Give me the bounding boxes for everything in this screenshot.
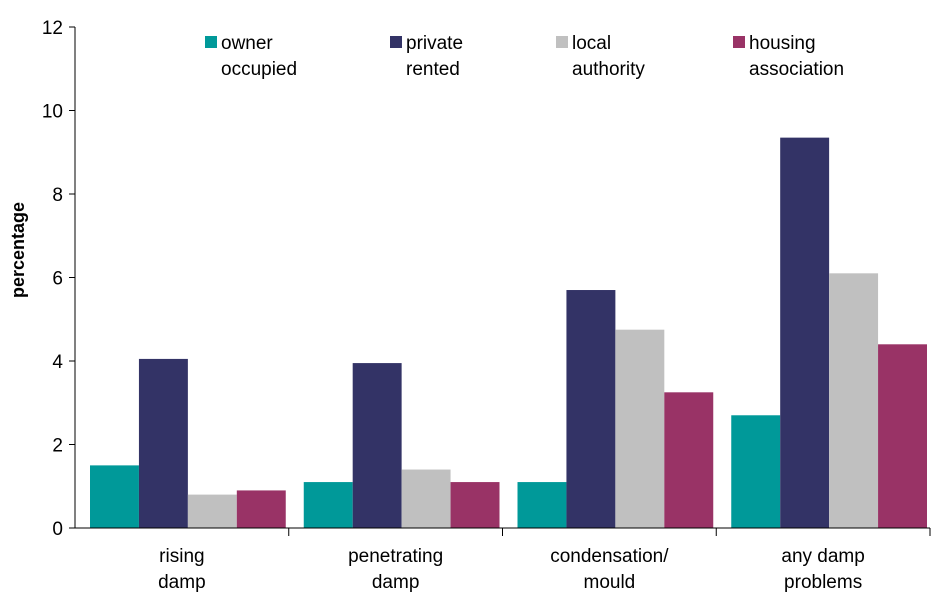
x-tick-label: rising damp: [158, 546, 206, 593]
bar: [401, 469, 451, 528]
x-tick-label: penetrating damp: [348, 546, 443, 593]
y-tick-label: 12: [42, 18, 63, 39]
bar: [450, 482, 500, 528]
bar: [236, 490, 286, 528]
y-tick-label: 10: [42, 102, 63, 123]
bar: [780, 137, 830, 528]
bar: [878, 344, 927, 528]
legend-label: private rented: [406, 33, 463, 80]
y-tick-label: 6: [52, 269, 63, 290]
bar: [664, 392, 714, 528]
x-tick-label: condensation/mould: [550, 546, 669, 593]
y-tick-label: 8: [52, 185, 63, 206]
legend-label: housing association: [749, 33, 844, 80]
bar: [829, 273, 879, 528]
bar: [303, 482, 353, 528]
bar: [731, 415, 781, 528]
bar: [138, 358, 188, 528]
bar: [566, 290, 616, 528]
x-tick-label: any damp problems: [781, 546, 864, 593]
legend-swatch: [205, 36, 217, 48]
bar: [187, 494, 237, 528]
bar: [517, 482, 567, 528]
legend-swatch: [390, 36, 402, 48]
bar: [90, 465, 139, 528]
y-tick-label: 0: [52, 519, 63, 540]
bar: [615, 329, 665, 528]
bar: [352, 363, 402, 528]
legend-label: local authority: [572, 33, 645, 80]
y-tick-label: 4: [52, 352, 63, 373]
y-tick-label: 2: [52, 436, 63, 457]
legend-swatch: [733, 36, 745, 48]
legend-swatch: [556, 36, 568, 48]
y-axis-label: percentage: [8, 202, 28, 298]
legend-label: owner occupied: [221, 33, 297, 80]
